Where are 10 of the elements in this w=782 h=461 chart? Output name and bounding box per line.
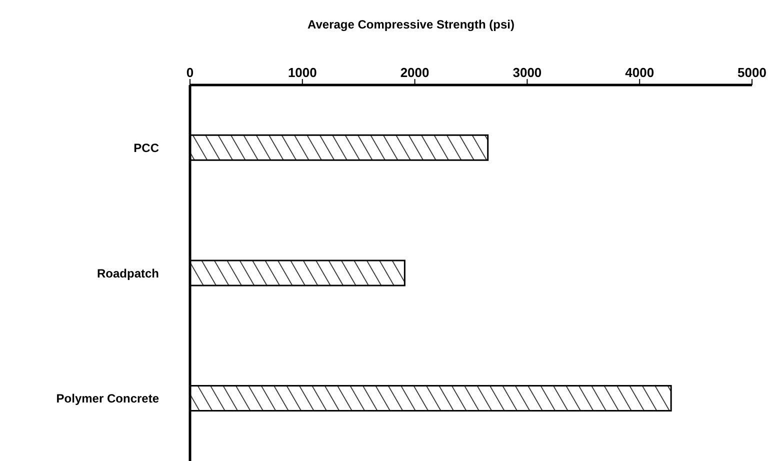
x-tick-label: 5000 <box>738 65 766 80</box>
x-tick-label: 3000 <box>512 65 542 80</box>
x-tick-label: 0 <box>186 65 194 80</box>
x-tick-label: 2000 <box>400 65 430 80</box>
x-tick-label: 1000 <box>288 65 317 80</box>
x-axis-title: Average Compressive Strength (psi) <box>308 18 514 32</box>
y-tick-label: PCC <box>134 140 160 155</box>
y-tick-label: Roadpatch <box>96 266 159 280</box>
x-tick-label: 4000 <box>625 65 654 80</box>
y-tick-label: Polymer Concrete <box>56 392 160 406</box>
